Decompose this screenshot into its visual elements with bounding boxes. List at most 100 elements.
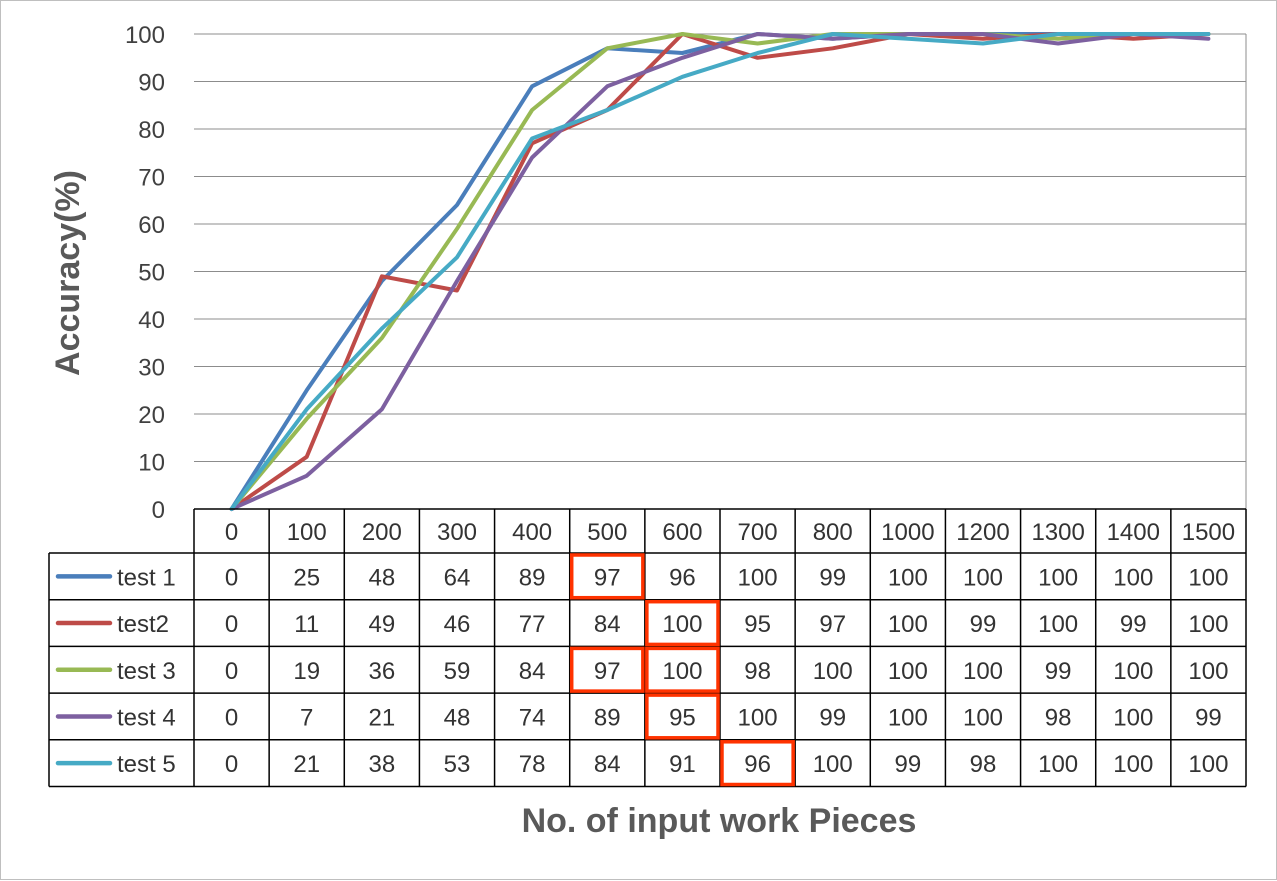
table-cell-value: 0 xyxy=(225,704,238,731)
table-cell-value: 97 xyxy=(819,611,846,638)
table-cell-value: 98 xyxy=(1045,704,1072,731)
table-cell-value: 77 xyxy=(519,611,546,638)
table-cell-value: 100 xyxy=(662,658,702,685)
table-cell-value: 100 xyxy=(1113,751,1153,778)
y-tick-label: 90 xyxy=(138,70,165,97)
x-category-label: 1200 xyxy=(956,519,1009,546)
table-cell-value: 19 xyxy=(293,658,320,685)
table-cell-value: 96 xyxy=(669,564,696,591)
table-cell-value: 100 xyxy=(888,658,928,685)
table-cell-value: 100 xyxy=(1188,751,1228,778)
y-tick-label: 100 xyxy=(125,22,165,49)
table-cell-value: 100 xyxy=(1188,611,1228,638)
table-cell-value: 100 xyxy=(1038,611,1078,638)
table-cell-value: 0 xyxy=(225,564,238,591)
table-cell-value: 0 xyxy=(225,658,238,685)
table-cell-value: 0 xyxy=(225,751,238,778)
table-cell-value: 84 xyxy=(594,751,621,778)
y-tick-label: 80 xyxy=(138,117,165,144)
table-cell-value: 11 xyxy=(294,611,319,638)
table-cell-value: 100 xyxy=(888,564,928,591)
table-cell-value: 91 xyxy=(669,751,696,778)
table-cell-value: 97 xyxy=(594,658,621,685)
table-cell-value: 100 xyxy=(1188,564,1228,591)
highlight-box xyxy=(645,599,720,647)
table-cell-value: 99 xyxy=(819,564,846,591)
table-cell-value: 99 xyxy=(1045,658,1072,685)
table-cell-value: 100 xyxy=(963,658,1003,685)
y-tick-label: 20 xyxy=(138,402,165,429)
table-cell-value: 97 xyxy=(594,564,621,591)
table-cell-value: 100 xyxy=(1113,564,1153,591)
y-tick-label: 70 xyxy=(138,165,165,192)
x-category-label: 1500 xyxy=(1182,519,1235,546)
table-cell-value: 64 xyxy=(444,564,471,591)
table-cell-value: 95 xyxy=(744,611,771,638)
series-name: test 5 xyxy=(117,751,176,778)
table-cell-value: 99 xyxy=(819,704,846,731)
table-cell-value: 84 xyxy=(594,611,621,638)
highlight-box xyxy=(645,693,720,740)
table-cell-value: 100 xyxy=(963,564,1003,591)
table-cell-value: 100 xyxy=(813,658,853,685)
table-cell-value: 100 xyxy=(738,704,778,731)
table-cell-value: 78 xyxy=(519,751,546,778)
table-cell-value: 53 xyxy=(444,751,471,778)
x-category-label: 700 xyxy=(738,519,778,546)
table-cell-value: 48 xyxy=(369,564,396,591)
highlight-boxes xyxy=(569,553,795,787)
x-category-label: 500 xyxy=(587,519,627,546)
table-cell-value: 74 xyxy=(519,704,546,731)
table-cell-value: 100 xyxy=(662,611,702,638)
table-cell-value: 84 xyxy=(519,658,546,685)
table-cell-value: 100 xyxy=(738,564,778,591)
table-cell-value: 99 xyxy=(895,751,922,778)
table-cell-value: 89 xyxy=(519,564,546,591)
table-cell-value: 100 xyxy=(1113,658,1153,685)
table-cell-value: 59 xyxy=(444,658,471,685)
y-tick-label: 10 xyxy=(138,450,165,477)
series-name: test2 xyxy=(117,611,169,638)
table-cell-value: 100 xyxy=(888,611,928,638)
table-cell-value: 89 xyxy=(594,704,621,731)
series-name: test 4 xyxy=(117,704,176,731)
y-tick-label: 50 xyxy=(138,260,165,287)
table-cell-value: 99 xyxy=(1195,704,1222,731)
highlight-box xyxy=(645,646,720,693)
highlight-box xyxy=(569,646,645,693)
y-tick-label: 40 xyxy=(138,307,165,334)
table-cell-value: 25 xyxy=(293,564,320,591)
x-category-label: 1000 xyxy=(881,519,934,546)
table-cell-value: 49 xyxy=(369,611,396,638)
table-cell-value: 38 xyxy=(369,751,396,778)
table-cell-value: 100 xyxy=(813,751,853,778)
table-cell-value: 36 xyxy=(369,658,396,685)
table-cell-value: 99 xyxy=(1120,611,1147,638)
y-axis-title: Accuracy(%) xyxy=(49,170,87,376)
y-tick-label: 30 xyxy=(138,355,165,382)
table-cell-value: 98 xyxy=(744,658,771,685)
highlight-box xyxy=(720,740,795,787)
table-cell-value: 48 xyxy=(444,704,471,731)
x-category-label: 1400 xyxy=(1107,519,1160,546)
table-cell-value: 95 xyxy=(669,704,696,731)
table-cell-value: 99 xyxy=(970,611,997,638)
series-line-5 xyxy=(229,32,1211,511)
table-cell-value: 7 xyxy=(300,704,313,731)
table-cell-value: 100 xyxy=(1188,658,1228,685)
table-cell-value: 46 xyxy=(444,611,471,638)
x-category-label: 1300 xyxy=(1031,519,1084,546)
x-category-label: 0 xyxy=(225,519,238,546)
series-name: test 3 xyxy=(117,658,176,685)
y-tick-label: 0 xyxy=(152,497,165,524)
y-tick-label: 60 xyxy=(138,212,165,239)
table-cell-value: 100 xyxy=(963,704,1003,731)
x-category-label: 300 xyxy=(437,519,477,546)
data-table: 0 100 200 300 400 500 600 700 800 1000 1200 1300 140… xyxy=(48,508,1247,788)
x-category-label: 400 xyxy=(512,519,552,546)
x-category-label: 800 xyxy=(813,519,853,546)
y-axis-ticks: 0 10 20 30 40 50 60 70 80 90 100 xyxy=(125,22,165,524)
table-cell-value: 0 xyxy=(225,611,238,638)
table-cell-value: 21 xyxy=(293,751,320,778)
